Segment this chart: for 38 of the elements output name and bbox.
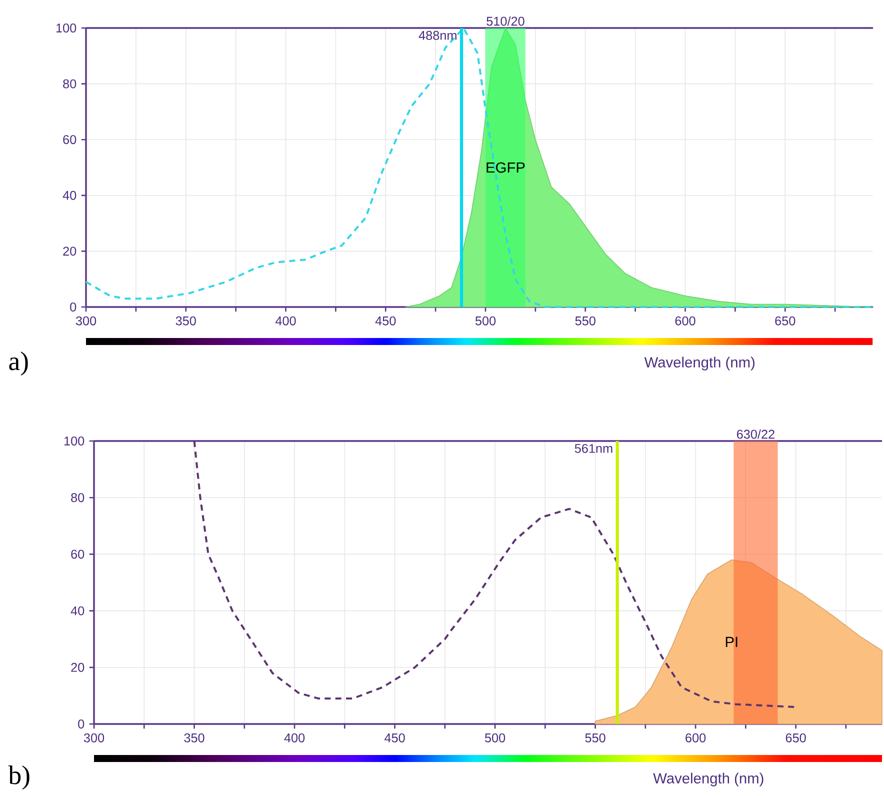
y-tick-label: 40 — [62, 190, 76, 200]
x-tick-label: 450 — [375, 316, 396, 326]
y-tick-label: 80 — [63, 79, 76, 88]
y-tick-label: 100 — [56, 24, 76, 32]
x-tick-label: 600 — [686, 733, 706, 742]
band-label: 630/22 — [736, 429, 774, 439]
series-label: PI — [726, 636, 738, 647]
ref-line-label: 561nm — [574, 444, 612, 453]
text: a) — [9, 352, 28, 376]
x-tick-label: 400 — [284, 733, 305, 742]
x-tick-label: 600 — [675, 316, 696, 326]
x-tick-label: 300 — [84, 733, 104, 742]
y-tick-label: 40 — [70, 606, 84, 616]
y-tick-label: 0 — [70, 302, 76, 312]
x-tick-label: 350 — [176, 316, 196, 326]
y-tick-label: 60 — [63, 135, 76, 144]
y-tick-label: 60 — [71, 550, 84, 559]
x-tick-label: 650 — [775, 316, 796, 326]
x-axis-title: Wavelength (nm) — [653, 772, 764, 786]
y-tick-label: 20 — [63, 246, 76, 256]
x-tick-label: 500 — [475, 316, 496, 326]
x-tick-label: 350 — [184, 733, 204, 742]
x-tick-label: 450 — [384, 733, 405, 742]
ref-line-label: 488nm — [418, 30, 456, 40]
x-tick-label: 550 — [575, 316, 596, 326]
series-label: EGFP — [486, 162, 525, 173]
x-tick-label: 300 — [76, 316, 96, 326]
x-tick-label: 550 — [585, 733, 606, 742]
y-tick-label: 20 — [71, 662, 84, 672]
y-tick-label: 0 — [78, 720, 84, 728]
x-tick-label: 650 — [786, 733, 806, 742]
band-label: 510/20 — [486, 16, 524, 26]
y-tick-label: 80 — [71, 493, 84, 502]
y-tick-label: 100 — [64, 436, 84, 446]
x-tick-label: 400 — [275, 316, 296, 326]
text: b) — [8, 766, 30, 790]
x-axis-title: Wavelength (nm) — [644, 356, 754, 370]
x-tick-label: 500 — [484, 733, 506, 742]
